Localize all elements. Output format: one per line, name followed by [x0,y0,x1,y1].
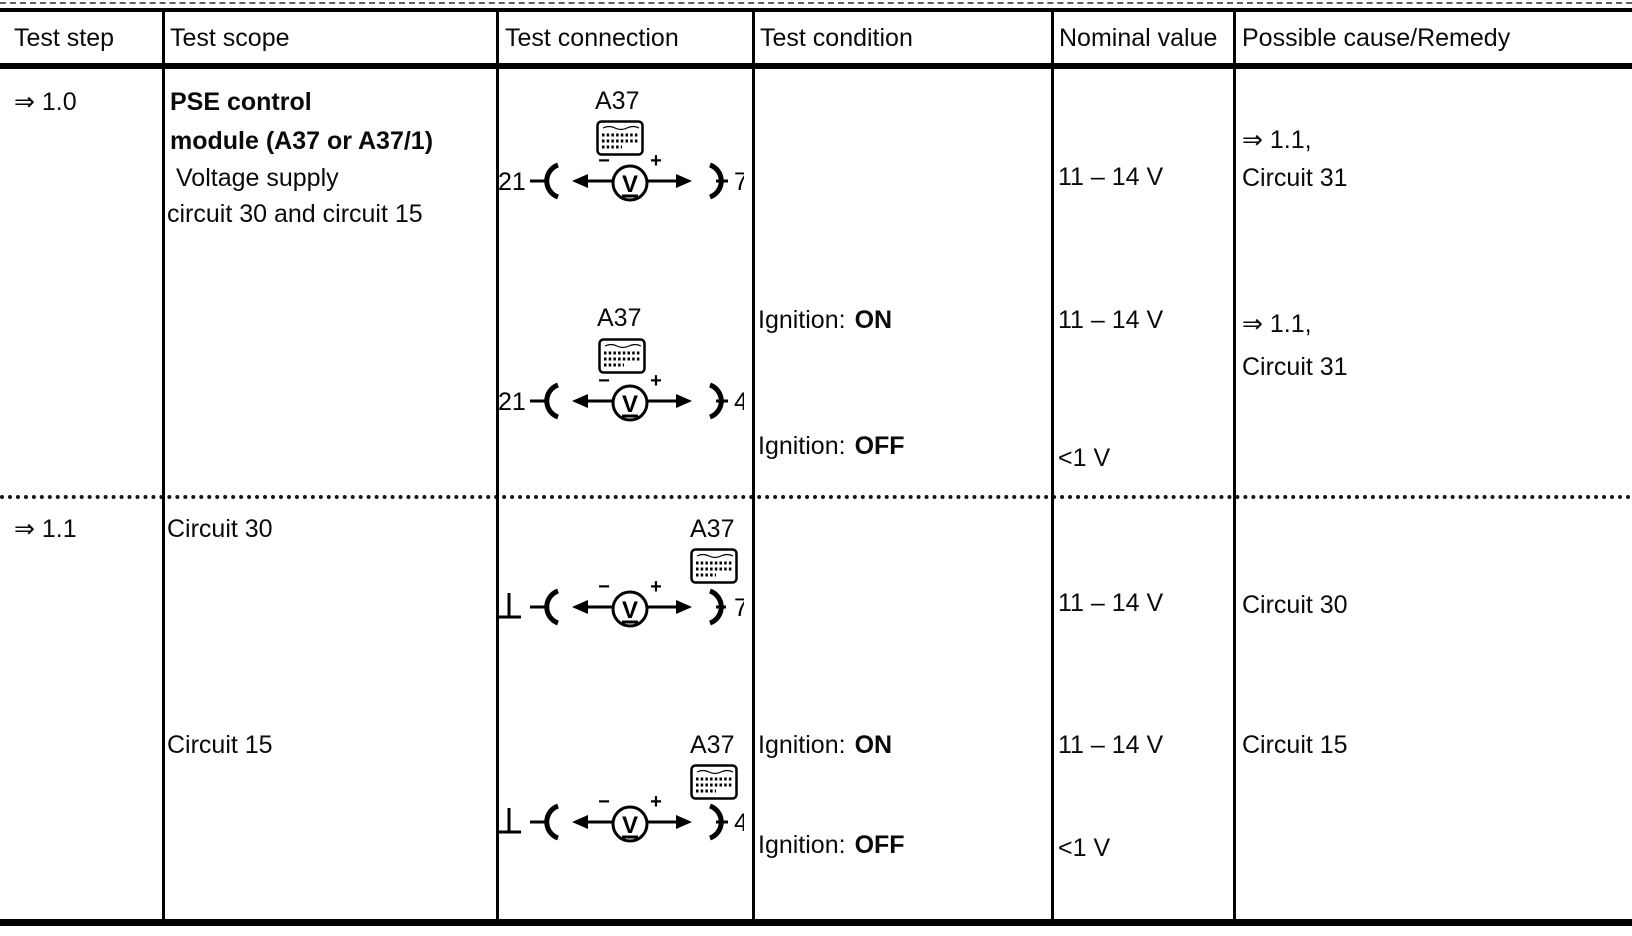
voltmeter-connection-diagram: − V + 4 [498,791,744,843]
voltmeter-icon: − V + [572,791,692,843]
socket-left-icon [530,382,560,420]
condition-state: OFF [854,432,905,460]
nominal-value: 11 – 14 V [1058,589,1164,617]
column-divider-5 [1233,10,1236,922]
connector-face-icon [690,764,738,800]
remedy-circuit: Circuit 30 [1242,591,1348,619]
test-condition-ignition-off: Ignition: OFF [758,429,905,463]
socket-left-icon [530,803,560,841]
module-label-a37: A37 [595,87,640,115]
nominal-value: 11 – 14 V [1058,163,1164,191]
socket-right-icon [708,382,728,420]
minus-sign: − [598,791,610,813]
voltmeter-connection-diagram: 21 − V + 7 [498,150,744,202]
column-divider-2 [496,10,499,922]
test-step-1-0: ⇒ 1.0 [14,88,77,116]
header-divider [0,63,1632,69]
socket-left-icon [530,588,560,626]
column-header-test-scope: Test scope [170,24,290,52]
condition-label: Ignition: [758,306,846,334]
socket-right-icon [708,162,728,200]
volt-symbol: V [622,597,638,624]
voltmeter-icon: − V + [572,150,692,202]
condition-label: Ignition: [758,731,846,759]
module-label-a37: A37 [597,304,642,332]
nominal-value: <1 V [1058,834,1111,862]
scan-artifact-line [0,2,1632,4]
condition-state: ON [854,731,893,759]
volt-symbol: V [622,812,638,839]
connector-face-icon [596,120,644,156]
test-condition-ignition-on: Ignition: ON [758,728,892,762]
nominal-value: 11 – 14 V [1058,306,1164,334]
pin-right-label: 7 [734,168,744,196]
socket-right-icon [708,588,728,626]
plus-sign: + [650,576,662,598]
condition-state: OFF [854,831,905,859]
remedy-step-ref: ⇒ 1.1, [1242,310,1312,338]
voltmeter-icon: − V + [572,576,692,628]
voltmeter-icon: − V + [572,370,692,422]
voltmeter-connection-diagram: 21 − V + 4 [498,370,744,422]
scope-line-circuits: circuit 30 and circuit 15 [167,200,423,228]
ground-icon [498,808,521,834]
test-condition-ignition-off: Ignition: OFF [758,828,905,862]
column-header-test-step: Test step [14,24,115,52]
remedy-circuit: Circuit 15 [1242,731,1348,759]
condition-label: Ignition: [758,831,846,859]
column-header-test-connection: Test connection [505,24,679,52]
volt-symbol: V [622,391,638,418]
column-divider-4 [1051,10,1054,922]
socket-left-icon [530,162,560,200]
plus-sign: + [650,791,662,813]
pin-left-label: 21 [498,168,526,196]
scope-line-module: module (A37 or A37/1) [170,127,434,155]
remedy-step-ref: ⇒ 1.1, [1242,126,1312,154]
scope-circuit-15: Circuit 15 [167,731,273,759]
column-header-nominal-value: Nominal value [1059,24,1218,52]
plus-sign: + [650,370,662,392]
plus-sign: + [650,150,662,172]
nominal-value: <1 V [1058,444,1111,472]
row-divider-dotted [0,495,1632,499]
pin-left-label: 21 [498,388,526,416]
test-condition-ignition-on: Ignition: ON [758,303,892,337]
nominal-value: 11 – 14 V [1058,731,1164,759]
column-header-test-condition: Test condition [760,24,913,52]
table-top-border [0,8,1632,12]
remedy-circuit: Circuit 31 [1242,353,1348,381]
voltmeter-connection-diagram: − V + 7 [498,576,744,628]
scope-line-voltage-supply: Voltage supply [176,164,339,192]
volt-symbol: V [622,171,638,198]
pin-right-label: 7 [734,594,744,622]
table-bottom-border [0,919,1632,926]
pin-right-label: 4 [734,388,744,416]
scope-circuit-30: Circuit 30 [167,515,273,543]
socket-right-icon [708,803,728,841]
minus-sign: − [598,150,610,172]
pin-right-label: 4 [734,809,744,837]
ground-icon [498,593,521,619]
module-label-a37: A37 [690,515,735,543]
condition-label: Ignition: [758,432,846,460]
column-divider-3 [752,10,755,922]
remedy-circuit: Circuit 31 [1242,164,1348,192]
connector-face-icon [690,548,738,584]
scope-line-pse-control: PSE control [170,88,312,116]
minus-sign: − [598,370,610,392]
minus-sign: − [598,576,610,598]
column-header-possible-cause-remedy: Possible cause/Remedy [1242,24,1511,52]
condition-state: ON [854,306,893,334]
connector-face-icon [598,338,646,374]
module-label-a37: A37 [690,731,735,759]
test-step-1-1: ⇒ 1.1 [14,515,77,543]
column-divider-1 [162,10,165,922]
